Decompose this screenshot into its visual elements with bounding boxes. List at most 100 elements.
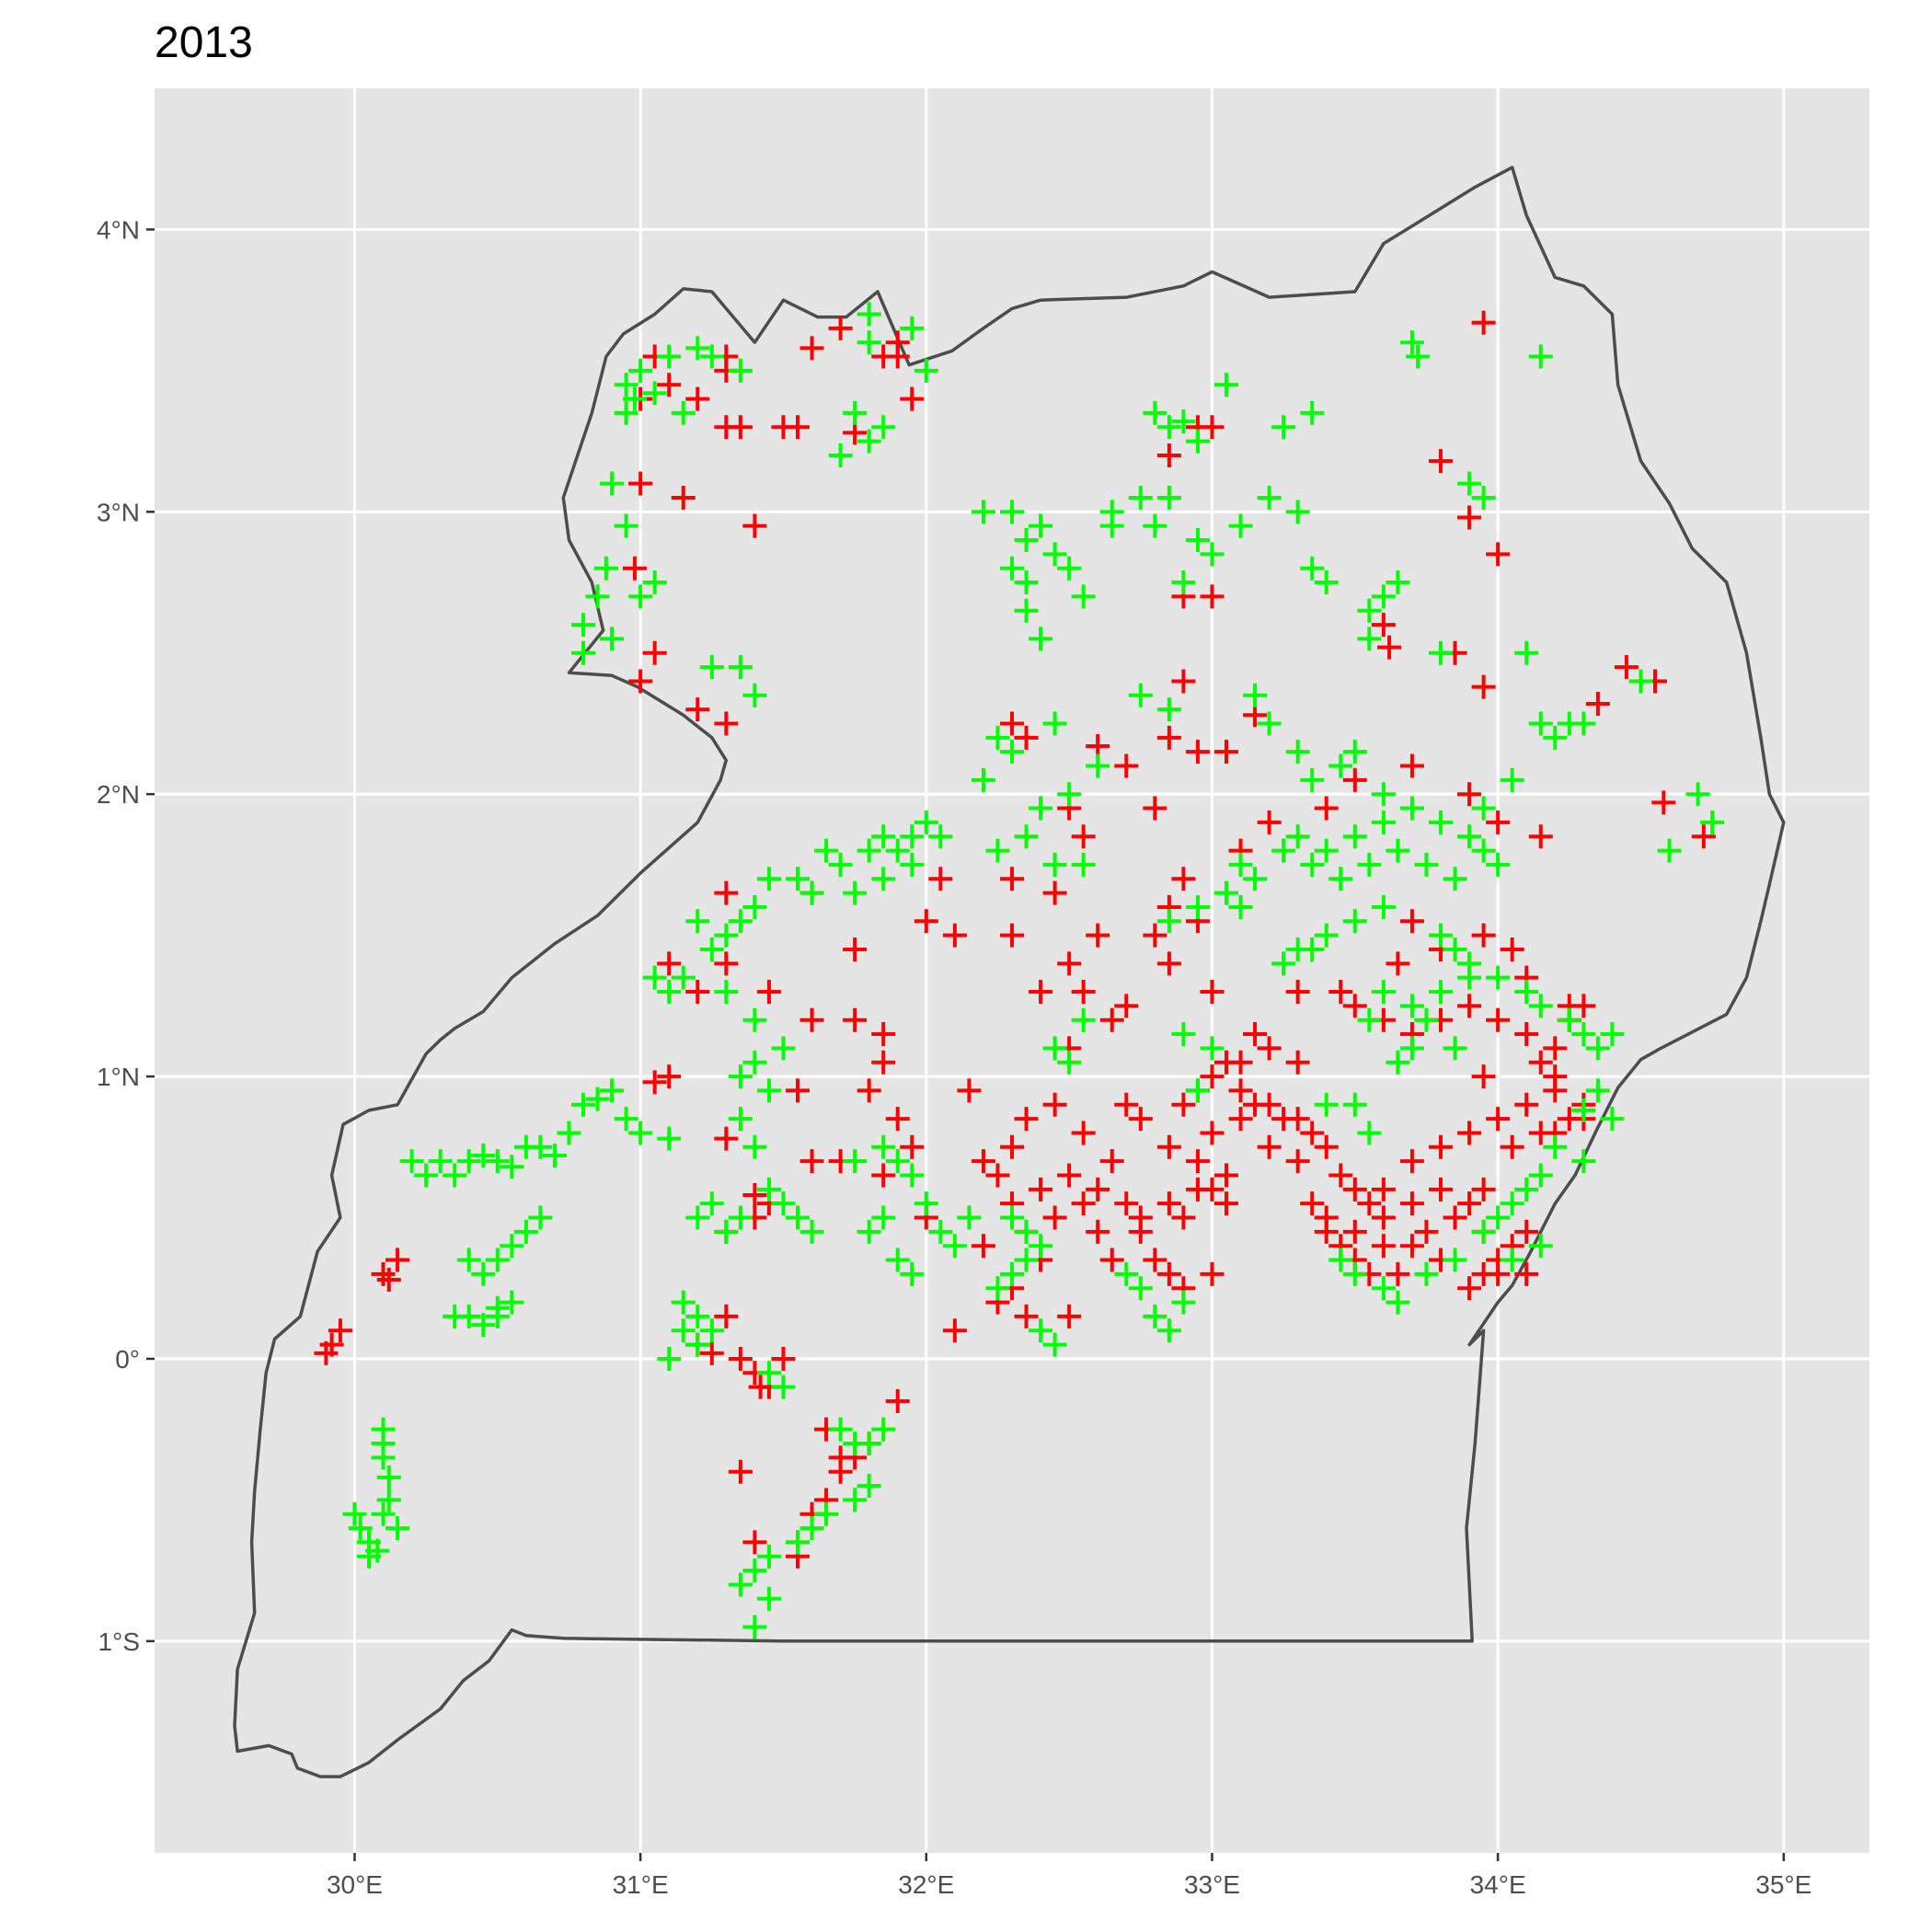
data-point [871, 1163, 896, 1188]
data-point [1057, 556, 1082, 581]
data-point [1314, 1092, 1339, 1117]
data-point [1228, 1107, 1253, 1132]
data-point [900, 824, 925, 849]
data-point [528, 1205, 553, 1230]
data-point [985, 725, 1010, 750]
data-point [857, 302, 881, 327]
data-point [642, 965, 667, 990]
data-point [1285, 1149, 1310, 1174]
data-point [1471, 1064, 1496, 1089]
data-point [1357, 627, 1382, 651]
data-point [1000, 556, 1024, 581]
data-point [1156, 1318, 1181, 1343]
data-point [1342, 1261, 1367, 1286]
data-point [1071, 980, 1096, 1005]
data-point [857, 1432, 881, 1456]
data-point [1514, 1219, 1539, 1244]
data-point [1691, 824, 1716, 849]
data-point [1357, 1121, 1382, 1145]
data-point [742, 1134, 767, 1159]
data-point [728, 1572, 753, 1597]
data-point [843, 937, 868, 961]
data-point [1086, 753, 1110, 778]
data-point [1057, 1304, 1082, 1328]
data-point [1457, 1191, 1482, 1216]
data-point [1457, 824, 1482, 849]
data-point [1285, 740, 1310, 765]
data-point [1471, 923, 1496, 948]
data-point [1042, 1332, 1067, 1357]
data-point [900, 316, 925, 340]
data-point [1314, 570, 1339, 595]
data-point [742, 1558, 767, 1583]
data-point [1371, 613, 1396, 638]
data-point [471, 1261, 496, 1286]
data-point [728, 1064, 753, 1089]
data-point [714, 880, 739, 905]
data-point [500, 1290, 524, 1315]
data-point [1528, 711, 1553, 736]
data-point [1342, 824, 1367, 849]
data-point [385, 1516, 410, 1541]
data-point [1057, 1050, 1082, 1075]
plot-panel [155, 88, 1869, 1853]
data-point [1228, 852, 1253, 877]
data-point [557, 1121, 581, 1145]
data-point [871, 1050, 896, 1075]
data-point [1200, 415, 1225, 440]
data-point [714, 711, 739, 736]
data-point [1471, 1219, 1496, 1244]
data-point [348, 1516, 373, 1541]
data-point [885, 1107, 910, 1132]
data-point [1429, 1177, 1453, 1202]
data-point [1486, 1261, 1511, 1286]
data-point [1271, 838, 1296, 863]
data-point [1071, 1007, 1096, 1032]
data-point [799, 1149, 824, 1174]
data-point [1628, 669, 1653, 694]
data-point [414, 1163, 439, 1188]
data-point [742, 1007, 767, 1032]
data-point [571, 640, 595, 665]
data-point [914, 1191, 938, 1216]
data-point [1285, 937, 1310, 961]
data-point [771, 1374, 796, 1399]
data-point [942, 1234, 967, 1259]
data-point [1228, 513, 1253, 538]
data-point [756, 867, 781, 891]
data-point [1471, 796, 1496, 821]
data-point [614, 400, 638, 425]
data-point [714, 923, 739, 948]
data-point [1585, 1078, 1610, 1103]
data-point [756, 1361, 781, 1386]
data-point [1200, 1036, 1225, 1061]
data-point [1029, 980, 1053, 1005]
data-point [443, 1163, 467, 1188]
data-point [622, 556, 647, 581]
data-point [1029, 1177, 1053, 1202]
data-point [971, 767, 995, 792]
data-point [1185, 740, 1210, 765]
data-point [1000, 500, 1024, 524]
data-point [1200, 542, 1225, 567]
data-point [1371, 894, 1396, 919]
data-point [1000, 923, 1024, 948]
data-point [699, 1191, 724, 1216]
data-point [1099, 1248, 1124, 1272]
data-point [1429, 923, 1453, 948]
data-point [1314, 923, 1339, 948]
data-point [900, 852, 925, 877]
data-point [1371, 584, 1396, 609]
data-point [1486, 1107, 1511, 1132]
data-point [1399, 330, 1424, 355]
data-point [357, 1544, 381, 1569]
data-point [1429, 980, 1453, 1005]
data-point [914, 810, 938, 834]
data-point [1243, 867, 1268, 891]
data-point [371, 1432, 396, 1456]
y-tick-label: 2°N [97, 780, 140, 809]
y-tick-label: 1°N [97, 1063, 140, 1091]
data-point [1314, 1219, 1339, 1244]
data-point [728, 909, 753, 934]
data-point [1014, 1107, 1039, 1132]
